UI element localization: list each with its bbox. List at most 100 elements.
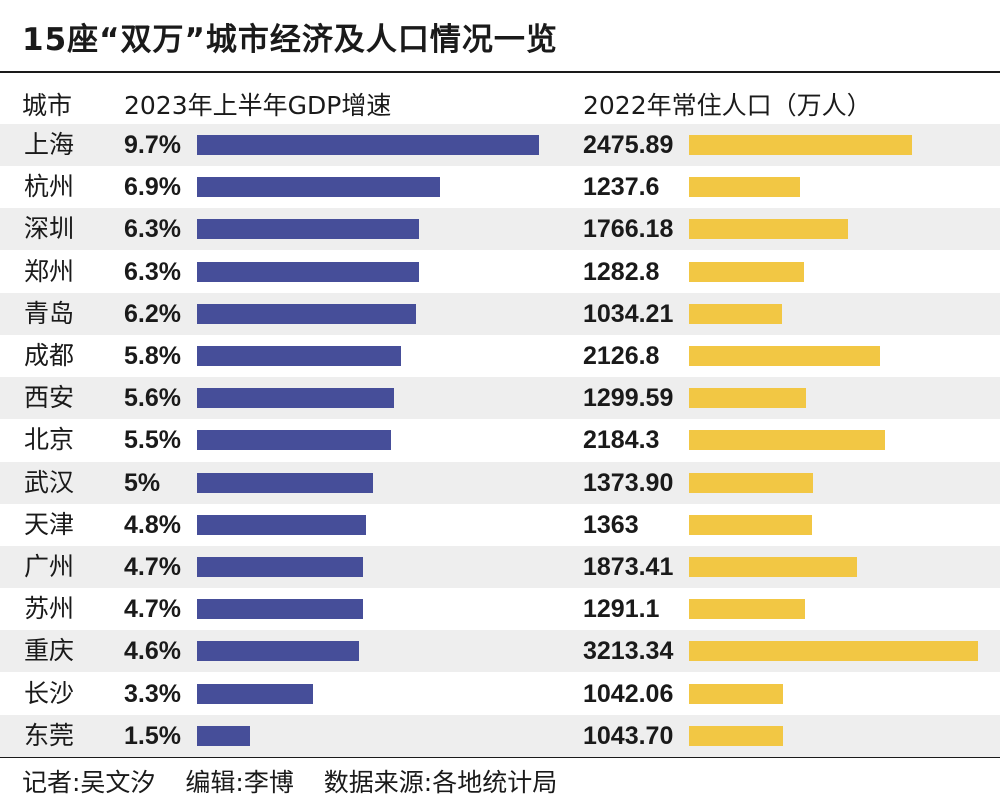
population-value-label: 1043.70 bbox=[583, 721, 674, 750]
gdp-value-label: 5.6% bbox=[124, 384, 181, 413]
gdp-value-label: 6.2% bbox=[124, 299, 181, 328]
population-value-label: 1363 bbox=[583, 510, 639, 539]
table-row: 成都 5.8% 2126.8 bbox=[0, 335, 1000, 377]
population-bar bbox=[689, 303, 782, 324]
gdp-bar bbox=[197, 683, 314, 704]
table-row: 杭州 6.9% 1237.6 bbox=[0, 166, 1000, 208]
gdp-value-label: 4.6% bbox=[124, 637, 181, 666]
gdp-value-label: 6.3% bbox=[124, 215, 181, 244]
title-divider bbox=[0, 71, 1000, 73]
population-bar bbox=[689, 472, 813, 493]
city-label: 青岛 bbox=[24, 298, 75, 328]
population-value-label: 1873.41 bbox=[583, 553, 674, 581]
population-value-label: 1042.06 bbox=[583, 679, 674, 708]
population-value-label: 1291.1 bbox=[583, 595, 660, 624]
city-label: 郑州 bbox=[24, 256, 75, 286]
table-row: 苏州 4.7% 1291.1 bbox=[0, 588, 1000, 630]
city-label: 长沙 bbox=[24, 678, 75, 708]
population-bar bbox=[689, 261, 805, 282]
gdp-bar bbox=[197, 303, 416, 324]
table-row: 重庆 4.6% 3213.34 bbox=[0, 630, 1000, 673]
city-label: 西安 bbox=[24, 383, 75, 413]
gdp-bar bbox=[197, 177, 441, 198]
gdp-bar bbox=[197, 641, 360, 662]
chart-title: 15座“双万”城市经济及人口情况一览 bbox=[22, 22, 558, 58]
table-row: 上海 9.7% 2475.89 bbox=[0, 124, 1000, 166]
table-row: 东莞 1.5% 1043.70 bbox=[0, 714, 1000, 757]
population-bar bbox=[689, 388, 806, 409]
gdp-value-label: 9.7% bbox=[124, 131, 181, 159]
population-value-label: 1766.18 bbox=[583, 215, 674, 244]
city-label: 成都 bbox=[24, 341, 75, 370]
population-bar bbox=[689, 557, 858, 577]
gdp-bar bbox=[197, 261, 420, 282]
table-row: 深圳 6.3% 1766.18 bbox=[0, 208, 1000, 251]
table-row: 北京 5.5% 2184.3 bbox=[0, 419, 1000, 461]
table-row: 天津 4.8% 1363 bbox=[0, 504, 1000, 546]
gdp-bar bbox=[197, 557, 363, 577]
header-city: 城市 bbox=[22, 91, 73, 120]
gdp-bar bbox=[197, 346, 402, 366]
population-bar bbox=[689, 177, 801, 198]
gdp-bar bbox=[197, 725, 250, 746]
gdp-bar bbox=[197, 472, 374, 493]
city-label: 东莞 bbox=[24, 720, 75, 750]
population-value-label: 1237.6 bbox=[583, 173, 660, 202]
table-row: 西安 5.6% 1299.59 bbox=[0, 377, 1000, 420]
population-bar bbox=[689, 430, 886, 451]
gdp-value-label: 6.9% bbox=[124, 173, 181, 202]
population-bar bbox=[689, 219, 848, 240]
city-label: 上海 bbox=[24, 130, 75, 159]
table-row: 郑州 6.3% 1282.8 bbox=[0, 251, 1000, 293]
population-value-label: 2126.8 bbox=[583, 342, 660, 370]
city-label: 天津 bbox=[24, 509, 75, 539]
population-bar bbox=[689, 725, 783, 746]
gdp-value-label: 1.5% bbox=[124, 721, 181, 750]
population-value-label: 1299.59 bbox=[583, 384, 674, 413]
footer-source: 数据来源:各地统计局 bbox=[323, 768, 558, 797]
population-bar bbox=[689, 514, 812, 535]
city-label: 苏州 bbox=[24, 594, 75, 624]
gdp-value-label: 4.8% bbox=[124, 510, 181, 539]
population-bar bbox=[689, 135, 912, 155]
header-population: 2022年常住人口（万人） bbox=[583, 91, 872, 120]
city-label: 深圳 bbox=[24, 214, 75, 244]
footer-divider bbox=[0, 757, 1000, 758]
population-value-label: 1282.8 bbox=[583, 257, 660, 286]
footer-reporter: 记者:吴文汐 bbox=[22, 768, 156, 797]
gdp-bar bbox=[197, 514, 367, 535]
footer-credits: 记者:吴文汐 编辑:李博 数据来源:各地统计局 bbox=[22, 763, 579, 799]
population-bar bbox=[689, 599, 806, 620]
gdp-value-label: 3.3% bbox=[124, 679, 181, 708]
header-gdp-growth: 2023年上半年GDP增速 bbox=[124, 91, 392, 120]
population-value-label: 2475.89 bbox=[583, 131, 674, 159]
city-label: 北京 bbox=[24, 425, 75, 455]
population-value-label: 3213.34 bbox=[583, 637, 674, 666]
population-bar bbox=[689, 641, 978, 662]
footer-editor: 编辑:李博 bbox=[185, 768, 294, 797]
gdp-bar bbox=[197, 599, 363, 620]
gdp-bar bbox=[197, 430, 391, 451]
gdp-value-label: 6.3% bbox=[124, 257, 181, 286]
population-bar bbox=[689, 346, 881, 366]
table-row: 广州 4.7% 1873.41 bbox=[0, 546, 1000, 588]
population-value-label: 1034.21 bbox=[583, 299, 674, 328]
gdp-bar bbox=[197, 219, 420, 240]
population-value-label: 1373.90 bbox=[583, 468, 674, 497]
gdp-bar bbox=[197, 135, 539, 155]
gdp-value-label: 5.8% bbox=[124, 342, 181, 370]
table-row: 青岛 6.2% 1034.21 bbox=[0, 292, 1000, 335]
city-label: 武汉 bbox=[24, 467, 75, 497]
city-label: 重庆 bbox=[24, 636, 75, 666]
population-value-label: 2184.3 bbox=[583, 426, 660, 455]
gdp-value-label: 4.7% bbox=[124, 553, 181, 581]
city-label: 杭州 bbox=[24, 172, 75, 202]
table-row: 长沙 3.3% 1042.06 bbox=[0, 673, 1000, 715]
table-row: 武汉 5% 1373.90 bbox=[0, 461, 1000, 504]
city-label: 广州 bbox=[24, 552, 75, 581]
gdp-value-label: 4.7% bbox=[124, 595, 181, 624]
gdp-value-label: 5.5% bbox=[124, 426, 181, 455]
gdp-bar bbox=[197, 388, 395, 409]
gdp-value-label: 5% bbox=[124, 468, 161, 497]
population-bar bbox=[689, 683, 783, 704]
